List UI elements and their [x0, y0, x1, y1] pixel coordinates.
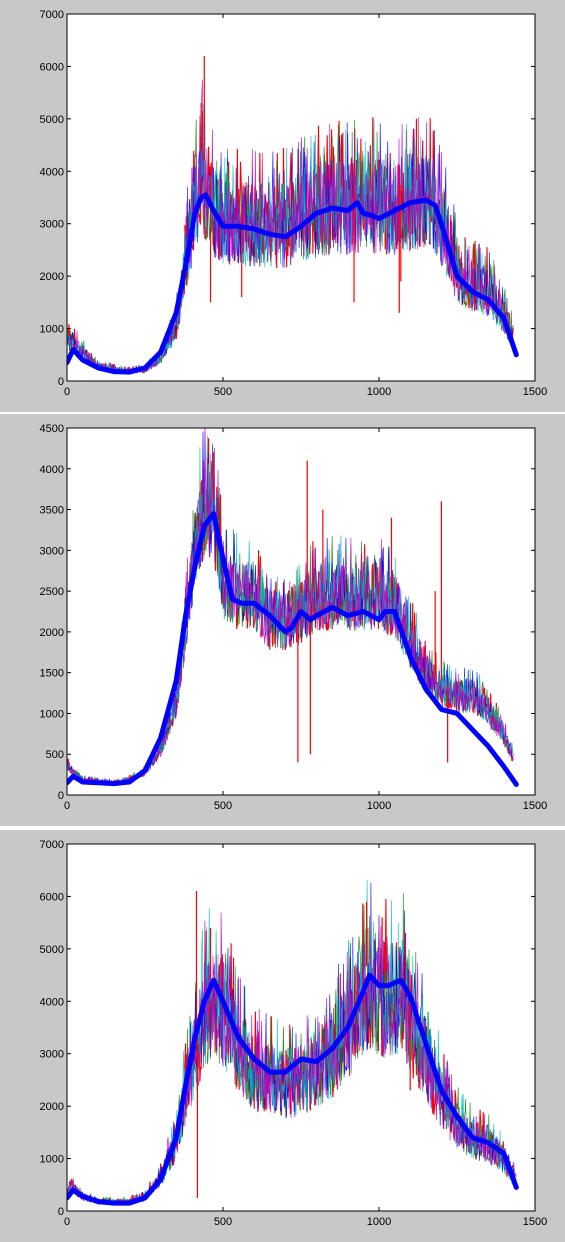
y-tick-label: 4000 [40, 464, 64, 476]
y-tick-label: 4500 [40, 423, 64, 435]
axes-box [66, 427, 536, 796]
x-tick-label: 0 [64, 800, 70, 812]
x-tick-label: 0 [64, 386, 70, 398]
plot-lines [67, 55, 519, 375]
y-tick-label: 1000 [40, 708, 64, 720]
y-tick-label: 2000 [40, 271, 64, 283]
y-tick-label: 6000 [40, 61, 64, 73]
x-tick-label: 1500 [523, 1216, 547, 1228]
chart-panel-1: 0 500 1000 1500 0 1000 2000 3000 4000 5000 6000 700… [0, 0, 565, 412]
y-tick-label: 500 [46, 749, 64, 761]
y-tick-label: 4000 [40, 996, 64, 1008]
x-tick-label: 1500 [523, 800, 547, 812]
chart-1: 0 500 1000 1500 0 1000 2000 3000 4000 5000 6000 700… [0, 0, 565, 412]
y-tick-label: 0 [58, 790, 64, 802]
y-tick-label: 2000 [40, 627, 64, 639]
y-tick-label: 3500 [40, 505, 64, 517]
y-tick-label: 4000 [40, 166, 64, 178]
y-tick-label: 6000 [40, 891, 64, 903]
x-tick-label: 1500 [523, 386, 547, 398]
y-tick-label: 5000 [40, 114, 64, 126]
y-tick-label: 1000 [40, 324, 64, 336]
y-tick-label: 3000 [40, 545, 64, 557]
y-tick-label: 1500 [40, 668, 64, 680]
y-tick-label: 2500 [40, 586, 64, 598]
y-tick-label: 2000 [40, 1101, 64, 1113]
x-tick-label: 500 [214, 800, 232, 812]
smooth-series-line [67, 192, 519, 375]
y-tick-label: 0 [58, 1206, 64, 1218]
x-tick-label: 500 [214, 1216, 232, 1228]
smooth-series-line [67, 972, 519, 1206]
x-tick-label: 0 [64, 1216, 70, 1228]
y-tick-label: 3000 [40, 219, 64, 231]
chart-2: 0 500 1000 1500 0 500 1000 1500 2000 2500 3000 3500… [0, 414, 565, 826]
x-tick-label: 1000 [367, 1216, 391, 1228]
y-tick-label: 1000 [40, 1154, 64, 1166]
x-tick-label: 1000 [367, 386, 391, 398]
plot-lines [67, 428, 519, 787]
y-tick-label: 5000 [40, 944, 64, 956]
axes-box [66, 843, 536, 1212]
chart-panel-3: 0 500 1000 1500 0 1000 2000 3000 4000 5000 6000 700… [0, 830, 565, 1242]
plot-area [67, 844, 535, 1211]
y-tick-label: 7000 [40, 839, 64, 851]
y-tick-label: 3000 [40, 1049, 64, 1061]
x-tick-label: 500 [214, 386, 232, 398]
plot-lines [67, 879, 519, 1206]
axes-box [66, 13, 536, 382]
x-tick-label: 1000 [367, 800, 391, 812]
chart-panel-2: 0 500 1000 1500 0 500 1000 1500 2000 2500 3000 3500… [0, 414, 565, 826]
chart-3: 0 500 1000 1500 0 1000 2000 3000 4000 5000 6000 700… [0, 830, 565, 1242]
smooth-series-line [67, 511, 519, 787]
y-tick-label: 7000 [40, 9, 64, 21]
y-tick-label: 0 [58, 376, 64, 388]
